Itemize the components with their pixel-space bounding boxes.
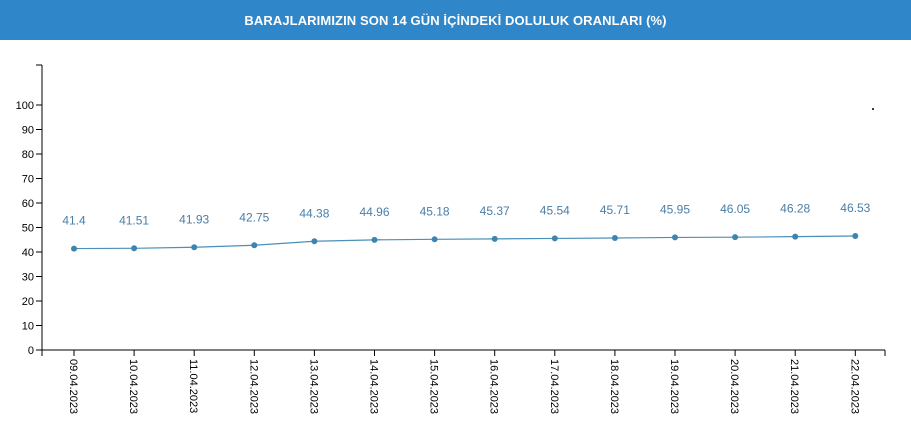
y-tick-label: 80: [22, 149, 34, 161]
data-label: 45.95: [660, 202, 690, 216]
stray-dot: [872, 108, 874, 110]
data-point: [551, 235, 558, 242]
data-label: 46.05: [720, 202, 750, 216]
data-point: [431, 236, 438, 243]
y-tick-label: 50: [22, 223, 34, 235]
data-label: 41.51: [119, 213, 149, 227]
chart-title: BARAJLARIMIZIN SON 14 GÜN İÇİNDEKİ DOLUL…: [244, 12, 667, 28]
data-point: [732, 234, 739, 241]
data-label: 46.28: [780, 202, 810, 216]
data-point: [71, 245, 77, 252]
y-tick-label: 60: [22, 198, 34, 210]
x-tick-label: 15.04.2023: [428, 359, 440, 414]
x-tick-label: 20.04.2023: [728, 359, 740, 414]
data-point: [311, 238, 318, 245]
data-label: 45.37: [480, 204, 510, 218]
x-tick-label: 13.04.2023: [307, 359, 319, 414]
data-point: [852, 233, 859, 240]
y-tick-label: 90: [22, 125, 34, 137]
x-tick-label: 19.04.2023: [668, 359, 680, 414]
data-label: 44.96: [359, 205, 389, 219]
value-labels: 41.4 41.51 41.93 42.75 44.38 44.96 45.18 45.37 4…: [62, 201, 870, 228]
y-tick-label: 30: [22, 272, 34, 284]
x-tick-label: 21.04.2023: [788, 359, 800, 414]
y-axis: 0 10 20 30 40 50 60 70 80 90 100: [16, 64, 43, 357]
x-tick-label: 16.04.2023: [488, 359, 500, 414]
y-tick-label: 10: [22, 321, 34, 333]
x-tick-label: 12.04.2023: [247, 359, 259, 414]
data-label: 46.53: [840, 201, 870, 215]
x-tick-label: 17.04.2023: [548, 359, 560, 414]
series-path: [73, 235, 856, 250]
x-tick-label: 18.04.2023: [608, 359, 620, 414]
y-tick-label: 40: [22, 247, 34, 259]
data-point: [131, 245, 138, 252]
data-label: 41.4: [62, 214, 86, 228]
data-label: 45.54: [540, 203, 570, 217]
data-label: 41.93: [179, 212, 209, 226]
data-label: 44.38: [299, 206, 329, 220]
data-point: [371, 236, 378, 243]
x-tick-label: 11.04.2023: [187, 359, 199, 413]
y-tick-label: 70: [22, 174, 34, 186]
data-point: [611, 235, 618, 242]
data-point: [491, 235, 498, 242]
line-chart: 0 10 20 30 40 50 60 70 80 90 100 09.04.2023 10.04.2…: [16, 64, 886, 414]
x-tick-label: 22.04.2023: [848, 359, 860, 414]
x-tick-label: 09.04.2023: [67, 359, 79, 414]
data-label: 42.75: [239, 210, 269, 224]
chart-header: BARAJLARIMIZIN SON 14 GÜN İÇİNDEKİ DOLUL…: [0, 0, 911, 40]
y-tick-label: 20: [22, 296, 34, 308]
data-point: [191, 244, 198, 251]
x-tick-label: 14.04.2023: [368, 359, 380, 414]
y-tick-label: 0: [28, 345, 34, 357]
data-point: [251, 242, 258, 249]
series-line: [71, 233, 859, 252]
data-point: [672, 234, 678, 241]
data-label: 45.18: [420, 204, 450, 218]
y-tick-label: 100: [16, 100, 34, 112]
data-point: [792, 233, 799, 240]
x-axis: 09.04.2023 10.04.2023 11.04.2023 12.04.2023…: [41, 349, 886, 414]
x-tick-label: 10.04.2023: [127, 359, 139, 414]
data-label: 45.71: [600, 203, 630, 217]
